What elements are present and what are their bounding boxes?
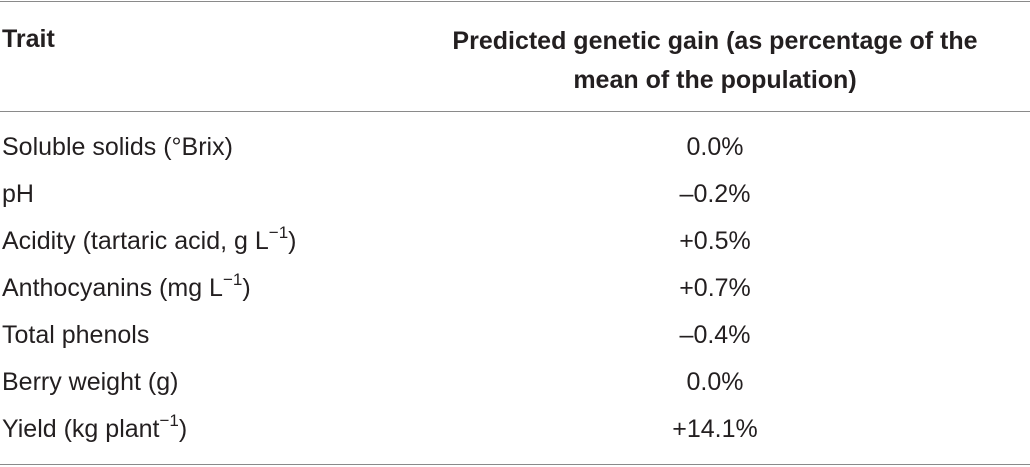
table-body: Soluble solids (°Brix) 0.0% pH –0.2% Aci… [0,124,1030,453]
trait-cell: Anthocyanins (mg L−1) [2,271,251,305]
trait-text: Berry weight (g) [2,368,179,396]
table-row: Anthocyanins (mg L−1) +0.7% [0,265,1030,312]
header-trait: Trait [2,25,55,53]
trait-text: Acidity (tartaric acid, g L [2,227,269,255]
gain-cell: 0.0% [686,368,744,396]
trait-cell: Berry weight (g) [2,365,178,399]
trait-suffix: ) [242,274,251,302]
trait-cell: Total phenols [2,318,149,352]
trait-suffix: ) [288,227,297,255]
table-top-rule [0,1,1030,2]
table-bottom-rule [0,464,1030,465]
trait-cell: Acidity (tartaric acid, g L−1) [2,224,296,258]
trait-cell: Yield (kg plant−1) [2,412,187,446]
header-predicted-gain: Predicted genetic gain (as percentage of… [452,27,978,94]
gain-cell: 0.0% [686,133,744,161]
trait-superscript: −1 [268,222,289,242]
gain-cell: +14.1% [672,415,758,443]
table-header-row: Trait Predicted genetic gain (as percent… [0,18,1030,98]
table-row: pH –0.2% [0,171,1030,218]
table-row: Berry weight (g) 0.0% [0,359,1030,406]
gain-cell: +0.5% [679,227,751,255]
trait-superscript: −1 [222,269,243,289]
table-row: Soluble solids (°Brix) 0.0% [0,124,1030,171]
trait-text: Soluble solids (°Brix) [2,133,233,161]
gain-cell: –0.2% [679,180,751,208]
trait-cell: pH [2,177,34,211]
trait-superscript: −1 [159,410,179,430]
trait-text: Yield (kg plant [2,415,160,443]
table-row: Total phenols –0.4% [0,312,1030,359]
gain-cell: +0.7% [679,274,751,302]
trait-cell: Soluble solids (°Brix) [2,130,233,164]
trait-text: Total phenols [2,321,150,349]
gain-cell: –0.4% [679,321,751,349]
table-header-rule [0,111,1030,112]
trait-text: pH [2,180,34,208]
table-row: Yield (kg plant−1) +14.1% [0,406,1030,453]
trait-text: Anthocyanins (mg L [2,274,223,302]
trait-suffix: ) [178,415,188,443]
table-row: Acidity (tartaric acid, g L−1) +0.5% [0,218,1030,265]
